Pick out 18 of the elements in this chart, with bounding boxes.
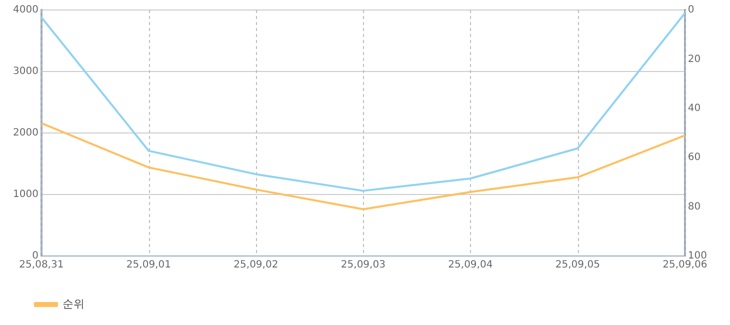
y-tick-label: 2000 (12, 128, 38, 139)
x-tick-label: 25,09,01 (126, 260, 171, 271)
y2-tick-label: 40 (688, 102, 701, 114)
x-tick-label: 25,09,06 (662, 260, 708, 271)
y-tick-label: 1000 (12, 189, 38, 200)
x-tick-label: 25,09,02 (234, 260, 278, 271)
y2-tick-label: 20 (688, 54, 701, 65)
y2-tick-label: 80 (688, 201, 701, 212)
legend-label: 순위 (62, 297, 84, 310)
x-tick-label: 25,08,31 (19, 260, 64, 271)
x-tick-label: 25,09,03 (340, 260, 386, 271)
y-tick-label: 3000 (12, 66, 38, 78)
x-tick-label: 25,09,05 (555, 260, 600, 271)
y-tick-label: 4000 (12, 4, 38, 16)
x-tick-label: 25,09,04 (448, 260, 493, 271)
y-tick-label: 0 (32, 250, 38, 262)
y2-tick-label: 60 (688, 152, 701, 164)
y2-tick-label: 0 (688, 4, 694, 16)
